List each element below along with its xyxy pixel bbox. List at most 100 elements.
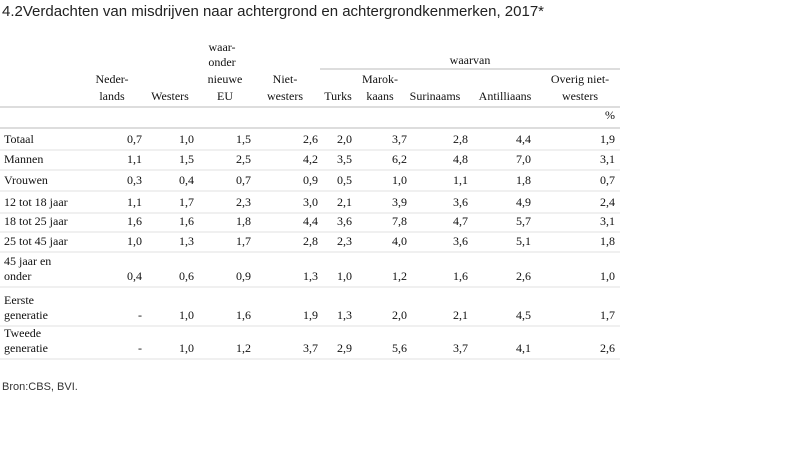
cell: 1,9 [600, 132, 615, 146]
cell: 5,6 [392, 341, 407, 355]
cell: 1,0 [337, 269, 352, 283]
cell: 3,0 [303, 195, 318, 209]
column-header: westers [267, 89, 303, 103]
cell: 1,1 [127, 152, 142, 166]
cell: 2,4 [600, 195, 615, 209]
cell: 4,2 [303, 152, 318, 166]
cell: 2,5 [236, 152, 251, 166]
column-header: EU [217, 89, 233, 103]
group-header: waarvan [450, 53, 491, 67]
cell: 1,5 [236, 132, 251, 146]
cell: 0,7 [236, 173, 251, 187]
row-label: 18 tot 25 jaar [4, 214, 68, 228]
cell: 1,9 [303, 308, 318, 322]
cell: 3,6 [337, 214, 352, 228]
row-label: 45 jaar en [4, 254, 51, 268]
row-label: Totaal [4, 132, 34, 146]
column-header: lands [99, 89, 125, 103]
cell: 0,7 [127, 132, 142, 146]
row-label: Mannen [4, 152, 43, 166]
cell: 1,5 [179, 152, 194, 166]
cell: 1,0 [179, 308, 194, 322]
column-header: Antilliaans [479, 89, 532, 103]
cell: 0,9 [236, 269, 251, 283]
column-header: Neder- [95, 72, 128, 86]
cell: 0,9 [303, 173, 318, 187]
cell: 6,2 [392, 152, 407, 166]
cell: 4,5 [516, 308, 531, 322]
cell: 2,8 [303, 234, 318, 248]
cell: 5,7 [516, 214, 531, 228]
row-label: onder [4, 269, 31, 283]
cell: 1,2 [236, 341, 251, 355]
cell: 3,5 [337, 152, 352, 166]
row-label: Eerste [4, 293, 34, 307]
cell: 2,6 [600, 341, 615, 355]
column-header: Marok- [362, 72, 398, 86]
cell: 1,1 [453, 173, 468, 187]
row-label: 12 tot 18 jaar [4, 195, 68, 209]
cell: 1,6 [127, 214, 142, 228]
column-header: Westers [151, 89, 189, 103]
cell: 2,6 [303, 132, 318, 146]
cell: 1,8 [236, 214, 251, 228]
cell: 1,8 [600, 234, 615, 248]
cell: 4,1 [516, 341, 531, 355]
cell: 3,9 [392, 195, 407, 209]
cell: 1,3 [303, 269, 318, 283]
column-header: Niet- [273, 72, 298, 86]
cell: 0,6 [179, 269, 194, 283]
group-header: waar- [208, 40, 235, 54]
cell: 7,0 [516, 152, 531, 166]
cell: 1,1 [127, 195, 142, 209]
cell: 3,1 [600, 152, 615, 166]
cell: 2,1 [337, 195, 352, 209]
cell: - [138, 341, 142, 355]
cell: 0,5 [337, 173, 352, 187]
cell: 7,8 [392, 214, 407, 228]
cell: 2,3 [337, 234, 352, 248]
row-label: generatie [4, 341, 48, 355]
cell: 0,4 [127, 269, 142, 283]
cell: 1,7 [600, 308, 615, 322]
cell: 2,0 [337, 132, 352, 146]
cell: 1,6 [236, 308, 251, 322]
cell: 2,0 [392, 308, 407, 322]
column-header: westers [562, 89, 598, 103]
cell: 1,6 [179, 214, 194, 228]
group-header: onder [208, 55, 235, 69]
cell: 1,7 [179, 195, 194, 209]
cell: 1,0 [392, 173, 407, 187]
row-label: generatie [4, 308, 48, 322]
cell: 1,8 [516, 173, 531, 187]
cell: 4,8 [453, 152, 468, 166]
title: 4.2Verdachten van misdrijven naar achter… [2, 3, 544, 20]
cell: 1,3 [179, 234, 194, 248]
cell: 3,7 [303, 341, 318, 355]
cell: 1,7 [236, 234, 251, 248]
column-header: Overig niet- [551, 72, 609, 86]
cell: 3,6 [453, 234, 468, 248]
cell: 3,7 [392, 132, 407, 146]
cell: 5,1 [516, 234, 531, 248]
cell: 1,0 [600, 269, 615, 283]
cell: 1,0 [179, 341, 194, 355]
row-label: 25 tot 45 jaar [4, 234, 68, 248]
cell: 4,0 [392, 234, 407, 248]
cell: 3,7 [453, 341, 468, 355]
cell: 0,4 [179, 173, 194, 187]
row-label: Vrouwen [4, 173, 48, 187]
cell: - [138, 308, 142, 322]
column-header: kaans [366, 89, 394, 103]
column-header: nieuwe [208, 72, 243, 86]
cell: 0,3 [127, 173, 142, 187]
cell: 1,2 [392, 269, 407, 283]
cell: 0,7 [600, 173, 615, 187]
cell: 1,6 [453, 269, 468, 283]
cell: 2,1 [453, 308, 468, 322]
row-label: Tweede [4, 326, 41, 340]
cell: 2,3 [236, 195, 251, 209]
unit: % [605, 108, 615, 122]
cell: 4,7 [453, 214, 468, 228]
